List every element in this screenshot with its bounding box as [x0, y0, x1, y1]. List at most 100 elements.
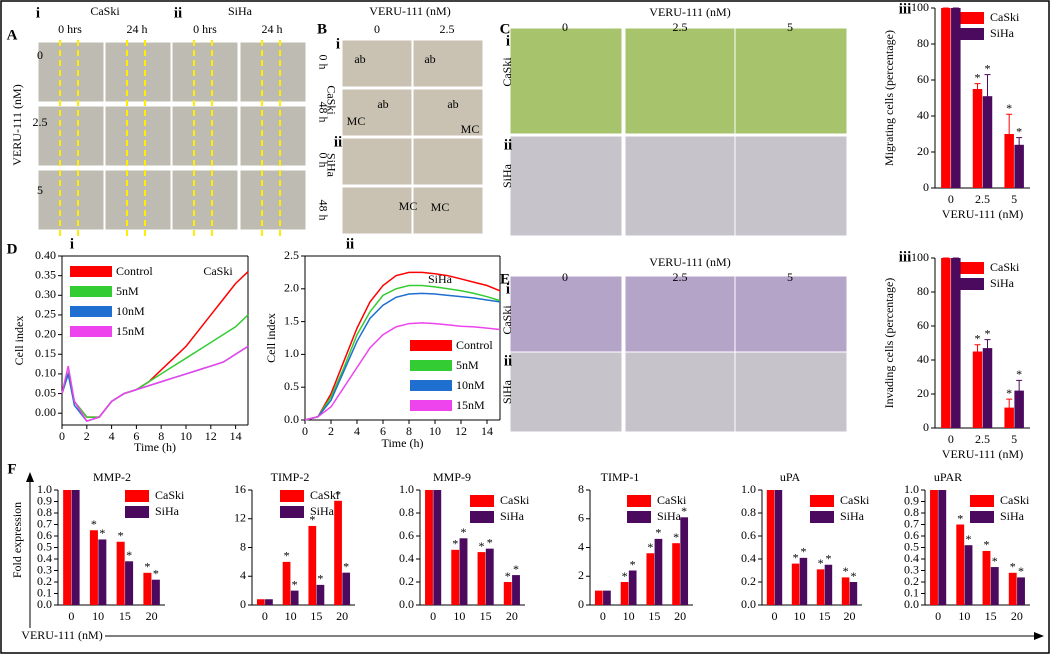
dose-label: 5 — [787, 270, 793, 284]
x-tick-label: 4 — [354, 424, 360, 438]
micrograph — [412, 39, 484, 88]
y-tick-label: 8 — [578, 482, 584, 496]
y-tick-label: 0.2 — [399, 574, 414, 588]
x-tick-label: 20 — [1011, 609, 1023, 623]
y-tick-label: 0.7 — [904, 516, 919, 530]
x-axis-label: VERU-111 (nM) — [942, 207, 1023, 221]
y-tick-label: 0.0 — [741, 597, 756, 611]
bar — [799, 557, 808, 605]
bar — [849, 582, 858, 605]
error-bar — [974, 344, 981, 359]
significance: * — [1010, 560, 1016, 574]
dose-label: 2.5 — [673, 20, 688, 34]
dose-label: 0 — [374, 22, 380, 36]
significance: * — [452, 537, 458, 551]
x-tick-label: 0 — [948, 192, 954, 206]
region-label: MC — [461, 122, 480, 136]
y-tick-label: 0.4 — [741, 551, 756, 565]
sub-label: ii — [346, 236, 354, 252]
error-bar — [1016, 137, 1023, 152]
y-tick-label: 0.8 — [399, 505, 414, 519]
region-label: ab — [377, 97, 388, 111]
cell-line: SiHa — [228, 4, 253, 18]
legend-swatch — [470, 511, 494, 523]
significance: * — [153, 566, 159, 580]
bar — [982, 550, 991, 605]
legend-label: SiHa — [1000, 509, 1025, 523]
error-bar — [984, 74, 991, 118]
significance: * — [966, 532, 972, 546]
bar — [938, 490, 947, 605]
x-tick-label: 0 — [600, 609, 606, 623]
chart-title: TIMP-1 — [601, 470, 640, 484]
line — [61, 314, 249, 418]
bar — [265, 599, 273, 605]
micrograph — [104, 105, 172, 167]
bar — [503, 582, 512, 605]
bar — [941, 8, 951, 188]
cell-line: CaSki — [324, 85, 338, 115]
micrograph — [509, 27, 623, 135]
legend-swatch — [627, 511, 651, 523]
micrograph — [509, 275, 623, 363]
cell-line: SiHa — [500, 163, 514, 188]
x-tick-label: 10 — [453, 609, 465, 623]
y-tick-label: 0.9 — [904, 493, 919, 507]
bar — [964, 545, 973, 605]
axis-label: VERU-111 (nM) — [10, 84, 24, 165]
significance: * — [825, 552, 831, 566]
legend-swatch — [627, 495, 651, 507]
micrograph — [171, 41, 239, 103]
y-tick-label: 0 — [240, 597, 246, 611]
y-tick-label: 60 — [917, 318, 929, 332]
y-tick-label: 1.0 — [284, 346, 299, 360]
bar — [1004, 134, 1014, 188]
dose-label: 5 — [787, 20, 793, 34]
bar — [990, 567, 999, 605]
micrograph — [171, 105, 239, 167]
bar — [290, 590, 299, 605]
micrograph — [171, 169, 239, 231]
time-label: 48 h — [316, 200, 330, 221]
bar — [816, 569, 825, 605]
panel-label: A — [7, 27, 18, 43]
significance: * — [317, 572, 323, 586]
significance: * — [975, 70, 981, 84]
bar — [151, 579, 160, 605]
legend-swatch — [410, 400, 452, 411]
legend-swatch — [960, 12, 984, 24]
chart-title: MMP-9 — [433, 470, 471, 484]
bar — [791, 563, 800, 605]
x-tick-label: 0 — [430, 609, 436, 623]
line — [304, 271, 501, 421]
legend-label: 5nM — [456, 358, 479, 372]
legend-swatch — [410, 340, 452, 351]
y-tick-label: 0.0 — [284, 412, 299, 426]
significance: * — [673, 530, 679, 544]
micrograph — [37, 169, 105, 231]
sub-label: i — [506, 33, 510, 49]
y-tick-label: 0.8 — [904, 505, 919, 519]
x-tick-label: 20 — [844, 609, 856, 623]
y-tick-label: 0.4 — [904, 551, 919, 565]
micrograph — [734, 275, 848, 363]
bar — [116, 541, 125, 605]
bar — [672, 543, 680, 605]
micrograph — [37, 105, 105, 167]
bar — [459, 538, 468, 605]
panel-label: C — [500, 21, 511, 37]
y-tick-label: 0.8 — [37, 505, 52, 519]
legend-swatch — [970, 511, 994, 523]
bar — [774, 490, 783, 605]
legend-swatch — [410, 380, 452, 391]
legend-label: CaSki — [155, 488, 185, 502]
x-tick-label: 2.5 — [975, 192, 990, 206]
region-label: MC — [399, 199, 418, 213]
significance: * — [487, 535, 493, 549]
arrow-head — [26, 472, 34, 482]
micrograph — [509, 135, 623, 237]
micrograph — [341, 88, 413, 137]
header: VERU-111 (nM) — [649, 5, 730, 19]
bar — [824, 564, 833, 605]
x-tick-label: 14 — [230, 429, 242, 443]
